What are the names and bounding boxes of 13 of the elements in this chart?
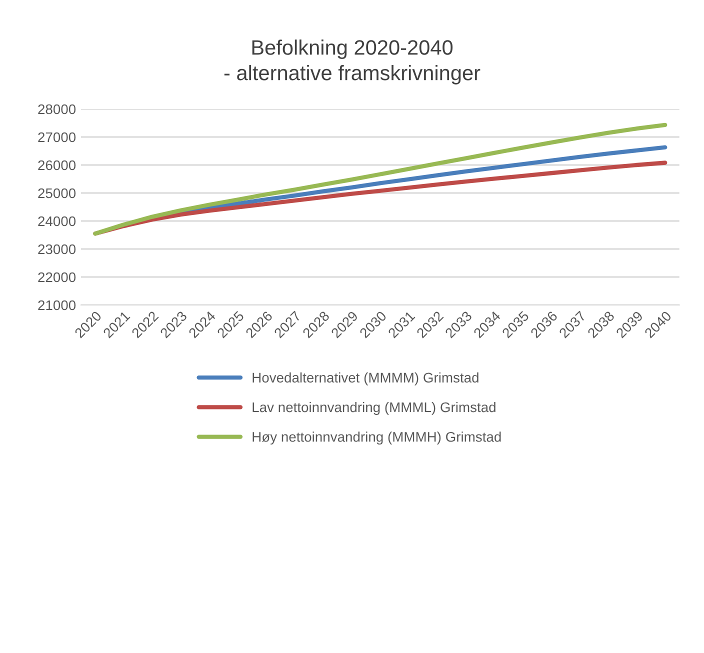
y-tick-label: 24000 (38, 216, 76, 226)
legend-label: Høy nettoinnvandring (MMMH) Grimstad (252, 432, 501, 445)
y-tick-label: 25000 (38, 188, 76, 198)
y-tick-label: 28000 (38, 104, 76, 114)
y-tick-label: 27000 (38, 132, 76, 142)
chart-title: Befolkning 2020-2040 - alternative framskrivninger (224, 40, 480, 84)
y-tick-label: 23000 (38, 244, 76, 254)
y-tick-label: 26000 (38, 160, 76, 170)
legend-label: Hovedalternativet (MMMM) Grimstad (252, 372, 478, 386)
line-series (93, 122, 668, 236)
y-tick-label: 22000 (38, 272, 76, 282)
legend-label: Lav nettoinnvandring (MMML) Grimstad (252, 402, 496, 415)
y-tick-label: 21000 (38, 300, 76, 310)
